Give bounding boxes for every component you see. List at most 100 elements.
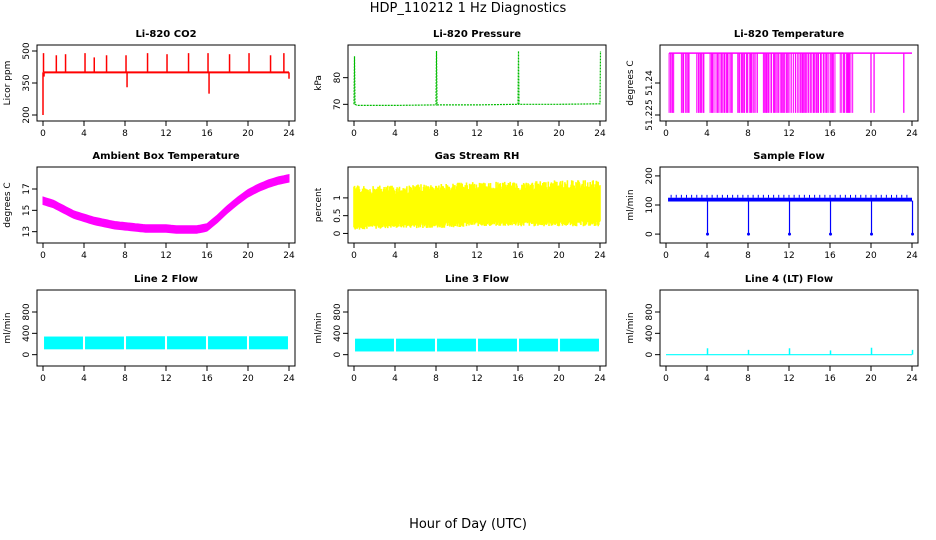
x-tick-label: 16	[824, 374, 836, 384]
plot-frame	[347, 289, 607, 367]
data-point	[870, 232, 874, 236]
series-band	[478, 338, 517, 352]
panel-6: Line 2 Flow ml/min 0 4 8 12 16 20 24 0 400 800	[3, 274, 296, 384]
x-tick-label: 24	[594, 129, 606, 139]
series-band	[668, 197, 912, 202]
plot-title: Sample Flow	[753, 151, 825, 162]
main-title: HDP_110212 1 Hz Diagnostics	[369, 1, 567, 16]
x-tick-label: 12	[471, 374, 482, 384]
plot-title: Line 3 Flow	[445, 274, 509, 285]
x-tick-label: 20	[242, 129, 254, 139]
y-axis-label: degrees C	[626, 60, 636, 105]
x-tick-label: 4	[81, 251, 87, 261]
series-band	[208, 336, 247, 350]
panel-7: Line 3 Flow ml/min 0 4 8 12 16 20 24 0 400 800	[314, 274, 607, 384]
data-point	[829, 232, 833, 236]
x-tick-label: 0	[40, 374, 46, 384]
x-tick-label: 12	[160, 129, 171, 139]
series-band	[85, 336, 124, 350]
y-tick-label: 17	[22, 183, 32, 194]
series-band	[437, 338, 476, 352]
data-point	[747, 232, 751, 236]
x-tick-label: 24	[283, 251, 295, 261]
plot-title: Li-820 Temperature	[734, 29, 844, 40]
x-tick-label: 12	[160, 374, 171, 384]
x-axis-title: Hour of Day (UTC)	[409, 517, 527, 532]
x-tick-label: 8	[745, 129, 751, 139]
x-tick-label: 24	[906, 129, 918, 139]
x-tick-label: 16	[512, 251, 524, 261]
x-tick-label: 20	[865, 129, 877, 139]
y-tick-label: 400	[22, 324, 32, 341]
y-tick-label: 0	[22, 352, 32, 358]
y-axis-label: ml/min	[3, 312, 13, 343]
x-tick-label: 0	[351, 251, 357, 261]
y-axis-label: ml/min	[314, 312, 324, 343]
x-tick-label: 0	[663, 129, 669, 139]
x-tick-label: 24	[283, 374, 295, 384]
x-tick-label: 12	[783, 374, 794, 384]
x-tick-label: 4	[392, 374, 398, 384]
y-tick-label: 51.24	[645, 70, 655, 96]
x-tick-label: 12	[783, 129, 794, 139]
plot-frame	[36, 289, 296, 367]
y-axis-label: ml/min	[626, 189, 636, 220]
y-tick-label: 15	[22, 205, 32, 216]
x-tick-label: 20	[553, 251, 565, 261]
y-tick-label: 1	[333, 195, 343, 201]
series-band	[353, 180, 601, 230]
x-tick-label: 0	[663, 374, 669, 384]
x-tick-label: 20	[865, 374, 877, 384]
series-band	[167, 336, 206, 350]
panel-2: Li-820 Temperature degrees C 0 4 8 12 16 20 24 51…	[626, 29, 919, 139]
x-tick-label: 8	[745, 251, 751, 261]
series-band	[44, 336, 83, 350]
series-band	[42, 173, 290, 234]
y-tick-label: 0	[645, 352, 655, 358]
panel-0: Li-820 CO2 Licor ppm 0 4 8 12 16 20 24 200 350 500	[3, 29, 296, 139]
series-band	[249, 336, 288, 350]
plot-title: Ambient Box Temperature	[92, 151, 239, 162]
x-tick-label: 4	[81, 129, 87, 139]
x-tick-label: 12	[471, 251, 482, 261]
panel-5: Sample Flow ml/min 0 4 8 12 16 20 24 0 100 200	[626, 151, 919, 261]
y-axis-label: kPa	[314, 75, 324, 91]
x-tick-label: 4	[704, 374, 710, 384]
y-tick-label: 51.225	[645, 99, 655, 131]
x-tick-label: 16	[824, 251, 836, 261]
x-tick-label: 16	[824, 129, 836, 139]
x-tick-label: 16	[201, 129, 213, 139]
x-tick-label: 12	[471, 129, 482, 139]
series-band	[519, 338, 558, 352]
y-tick-label: 400	[645, 324, 655, 341]
x-tick-label: 4	[81, 374, 87, 384]
x-tick-label: 24	[594, 374, 606, 384]
data-point	[788, 232, 792, 236]
x-tick-label: 20	[865, 251, 877, 261]
x-tick-label: 16	[512, 374, 524, 384]
y-tick-label: 0	[333, 230, 343, 236]
y-axis-label: ml/min	[626, 312, 636, 343]
x-tick-label: 12	[160, 251, 171, 261]
x-tick-label: 0	[663, 251, 669, 261]
y-tick-label: 800	[22, 303, 32, 320]
series-band	[560, 338, 599, 352]
x-tick-label: 0	[40, 129, 46, 139]
y-tick-label: 200	[645, 167, 655, 184]
y-axis-label: percent	[314, 187, 324, 222]
x-tick-label: 0	[351, 374, 357, 384]
x-tick-label: 4	[392, 129, 398, 139]
x-tick-label: 12	[783, 251, 794, 261]
x-tick-label: 8	[745, 374, 751, 384]
x-tick-label: 24	[594, 251, 606, 261]
series-band	[126, 336, 165, 350]
x-tick-label: 8	[122, 251, 128, 261]
x-tick-label: 20	[242, 374, 254, 384]
x-tick-label: 4	[704, 129, 710, 139]
x-tick-label: 8	[433, 251, 439, 261]
y-tick-label: 200	[22, 106, 32, 123]
data-point	[911, 232, 915, 236]
panel-1: Li-820 Pressure kPa 0 4 8 12 16 20 24 70 80	[314, 29, 607, 139]
y-tick-label: 80	[333, 72, 343, 84]
x-tick-label: 8	[122, 374, 128, 384]
